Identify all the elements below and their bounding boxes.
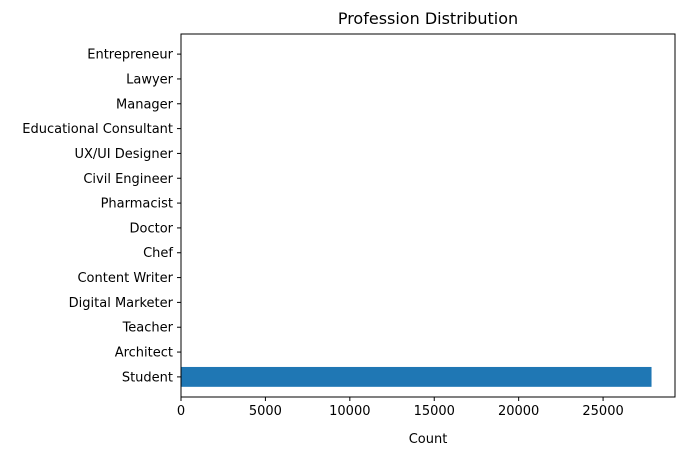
x-tick-label: 10000	[329, 404, 370, 419]
y-tick-label: Pharmacist	[101, 197, 173, 212]
chart-title: Profession Distribution	[338, 9, 518, 28]
y-tick-label: Lawyer	[126, 72, 174, 87]
y-tick-label: Digital Marketer	[69, 296, 174, 311]
x-tick-label: 25000	[582, 404, 623, 419]
y-tick-label: Civil Engineer	[83, 172, 173, 187]
bars-group	[181, 44, 652, 387]
y-tick-label: Architect	[115, 346, 173, 361]
y-tick-label: Doctor	[129, 221, 173, 236]
y-tick-label: Content Writer	[77, 271, 173, 286]
y-tick-label: Teacher	[122, 321, 174, 336]
y-axis-ticks: Student Architect Teacher Digital Marketer C…	[22, 48, 181, 386]
x-axis-label: Count	[409, 432, 448, 447]
x-tick-label: 0	[177, 404, 185, 419]
x-axis-ticks: 0 5000 10000 15000 20000 25000	[177, 397, 624, 419]
bar-student	[181, 367, 652, 387]
y-tick-label: UX/UI Designer	[74, 147, 173, 162]
x-tick-label: 5000	[249, 404, 282, 419]
y-tick-label: Student	[122, 370, 173, 385]
y-tick-label: Educational Consultant	[22, 122, 173, 137]
y-tick-label: Entrepreneur	[87, 48, 173, 63]
plot-frame	[181, 34, 675, 397]
x-tick-label: 15000	[414, 404, 455, 419]
y-tick-label: Manager	[116, 97, 174, 112]
x-tick-label: 20000	[498, 404, 539, 419]
y-tick-label: Chef	[143, 246, 173, 261]
